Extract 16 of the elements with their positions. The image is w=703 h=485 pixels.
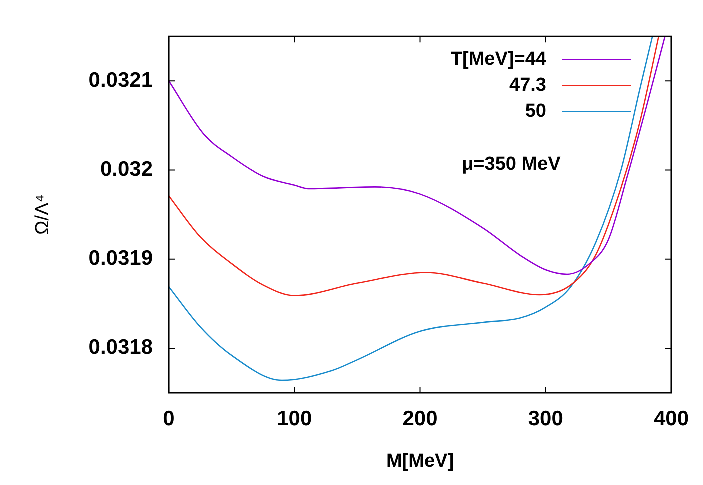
annotation: μ=350 MeV	[462, 154, 562, 175]
y-tick-label: 0.032	[100, 158, 154, 182]
y-axis-title: Ω/Λ⁴	[32, 194, 54, 235]
y-tick-label: 0.0319	[88, 247, 154, 270]
y-tick-label: 0.0321	[88, 68, 154, 92]
x-tick-label: 300	[528, 407, 564, 430]
y-tick-label: 0.0318	[88, 336, 154, 360]
legend-label: 50	[525, 100, 546, 122]
line-series	[168, 36, 654, 382]
x-tick-label: 400	[654, 407, 690, 430]
x-axis-title: M[MeV]	[386, 450, 454, 472]
x-tick-label: 0	[163, 407, 175, 430]
legend-label: T[MeV]=44	[450, 48, 547, 70]
legend-label: 47.3	[509, 74, 546, 96]
x-tick-label: 100	[277, 407, 312, 430]
x-tick-label: 200	[402, 407, 438, 430]
